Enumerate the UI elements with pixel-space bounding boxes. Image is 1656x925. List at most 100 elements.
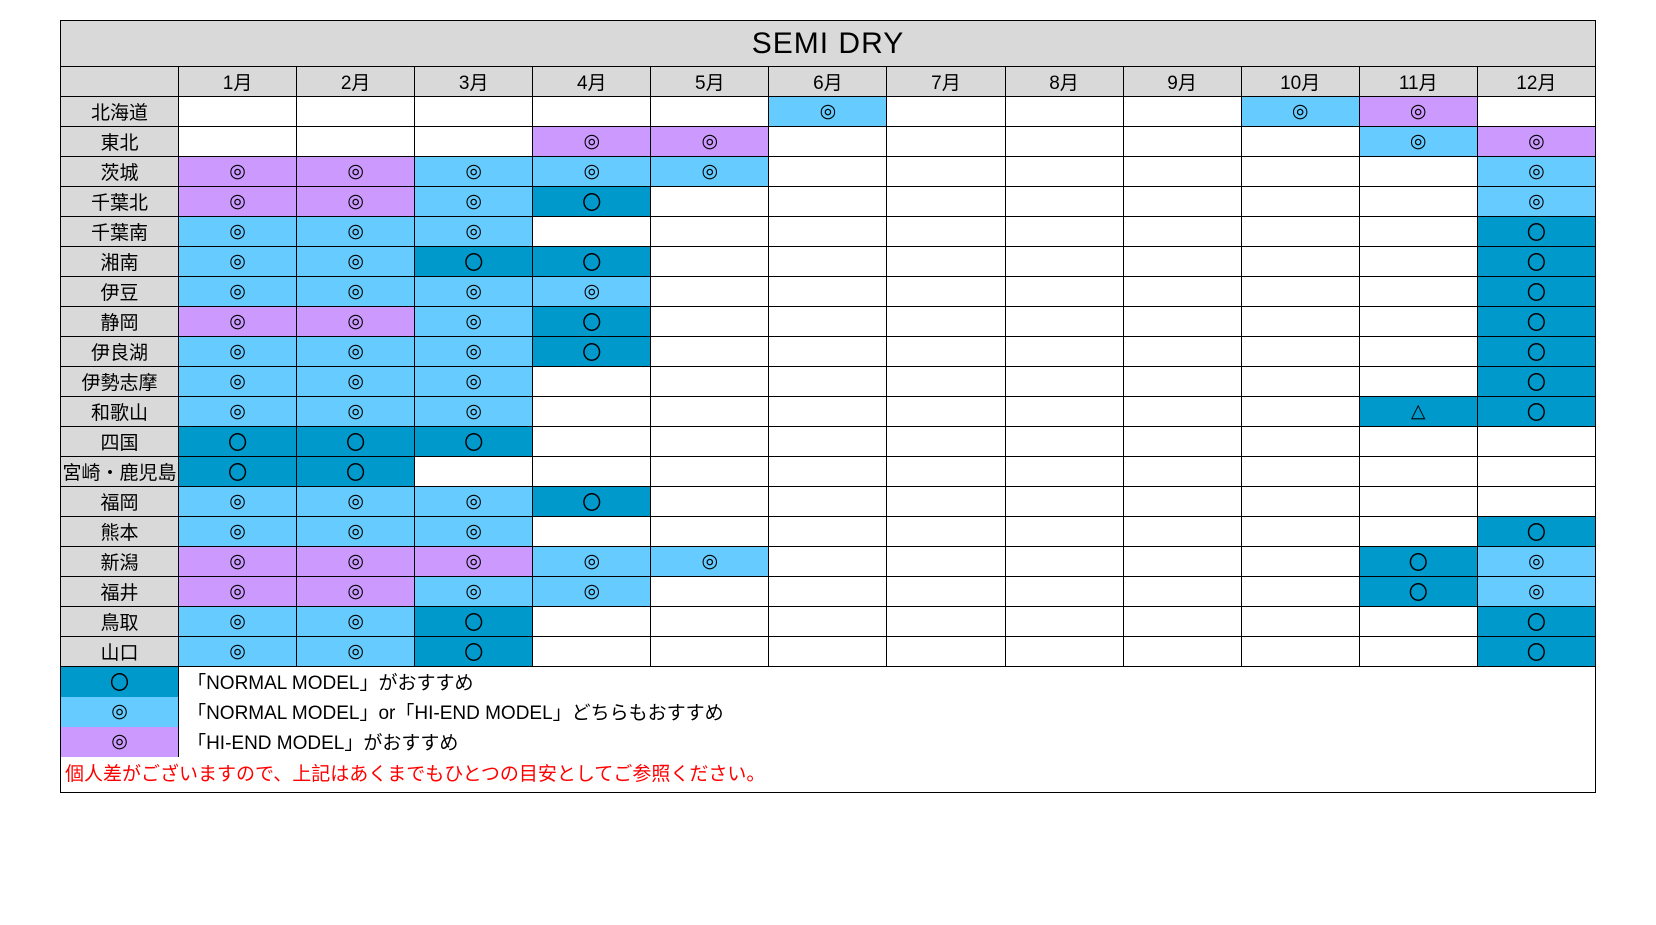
data-cell: ◎: [297, 247, 415, 277]
data-cell: [1359, 277, 1477, 307]
data-cell: ◎: [297, 277, 415, 307]
data-cell: 〇: [1477, 517, 1595, 547]
data-cell: [1241, 307, 1359, 337]
data-cell: [1241, 397, 1359, 427]
data-cell: [769, 367, 887, 397]
data-cell: 〇: [1359, 547, 1477, 577]
data-cell: [1123, 427, 1241, 457]
legend-swatch: 〇: [61, 667, 179, 697]
data-cell: [651, 637, 769, 667]
legend-row: 〇「NORMAL MODEL」がおすすめ: [61, 667, 1596, 697]
region-label: 新潟: [61, 547, 179, 577]
data-cell: [1359, 427, 1477, 457]
data-cell: ◎: [1477, 127, 1595, 157]
data-cell: 〇: [1477, 217, 1595, 247]
data-cell: ◎: [179, 517, 297, 547]
header-month: 3月: [415, 67, 533, 97]
data-cell: 〇: [1477, 397, 1595, 427]
data-cell: ◎: [179, 217, 297, 247]
data-cell: 〇: [415, 637, 533, 667]
data-cell: ◎: [297, 547, 415, 577]
data-cell: [1359, 217, 1477, 247]
data-cell: [769, 637, 887, 667]
data-cell: [769, 607, 887, 637]
data-cell: 〇: [415, 427, 533, 457]
data-cell: [1005, 157, 1123, 187]
header-month: 5月: [651, 67, 769, 97]
data-cell: ◎: [297, 367, 415, 397]
data-cell: [1241, 487, 1359, 517]
data-cell: ◎: [533, 547, 651, 577]
data-cell: ◎: [297, 397, 415, 427]
data-cell: [1123, 487, 1241, 517]
data-cell: ◎: [179, 187, 297, 217]
data-cell: [1241, 337, 1359, 367]
data-cell: [1005, 517, 1123, 547]
table-row: 和歌山◎◎◎△〇: [61, 397, 1596, 427]
data-cell: [1359, 607, 1477, 637]
data-cell: [651, 397, 769, 427]
data-cell: [1005, 487, 1123, 517]
data-cell: [1477, 427, 1595, 457]
data-cell: [1123, 577, 1241, 607]
data-cell: [769, 577, 887, 607]
data-cell: ◎: [1359, 127, 1477, 157]
data-cell: [887, 397, 1005, 427]
data-cell: [533, 637, 651, 667]
data-cell: [1005, 637, 1123, 667]
data-cell: [1123, 187, 1241, 217]
data-cell: [651, 277, 769, 307]
data-cell: [887, 277, 1005, 307]
data-cell: ◎: [297, 577, 415, 607]
data-cell: [651, 307, 769, 337]
data-cell: [297, 127, 415, 157]
data-cell: ◎: [297, 187, 415, 217]
data-cell: [1123, 157, 1241, 187]
legend-text: 「NORMAL MODEL」がおすすめ: [179, 667, 1596, 697]
data-cell: [297, 97, 415, 127]
table-row: 熊本◎◎◎〇: [61, 517, 1596, 547]
data-cell: [769, 397, 887, 427]
table-title: SEMI DRY: [61, 21, 1596, 67]
data-cell: [1241, 187, 1359, 217]
data-cell: ◎: [179, 397, 297, 427]
data-cell: [1359, 247, 1477, 277]
header-month: 7月: [887, 67, 1005, 97]
data-cell: [533, 517, 651, 547]
data-cell: [1359, 517, 1477, 547]
table-footer: 〇「NORMAL MODEL」がおすすめ◎「NORMAL MODEL」or「HI…: [61, 667, 1596, 793]
data-cell: 〇: [179, 427, 297, 457]
data-cell: [769, 247, 887, 277]
region-label: 福井: [61, 577, 179, 607]
data-cell: [1359, 307, 1477, 337]
table-row: 福岡◎◎◎〇: [61, 487, 1596, 517]
data-cell: ◎: [769, 97, 887, 127]
data-cell: ◎: [179, 337, 297, 367]
data-cell: [651, 217, 769, 247]
table-row: 静岡◎◎◎〇〇: [61, 307, 1596, 337]
table-row: 千葉南◎◎◎〇: [61, 217, 1596, 247]
data-cell: [651, 427, 769, 457]
data-cell: [769, 127, 887, 157]
data-cell: ◎: [1241, 97, 1359, 127]
data-cell: [651, 367, 769, 397]
data-cell: [887, 577, 1005, 607]
data-cell: ◎: [415, 577, 533, 607]
data-cell: [1005, 277, 1123, 307]
data-cell: [1005, 127, 1123, 157]
data-cell: [533, 427, 651, 457]
data-cell: [769, 457, 887, 487]
data-cell: [533, 397, 651, 427]
region-label: 北海道: [61, 97, 179, 127]
data-cell: [651, 607, 769, 637]
data-cell: ◎: [297, 217, 415, 247]
data-cell: [1241, 247, 1359, 277]
region-label: 福岡: [61, 487, 179, 517]
table-row: 新潟◎◎◎◎◎〇◎: [61, 547, 1596, 577]
data-cell: [1359, 187, 1477, 217]
data-cell: [1005, 367, 1123, 397]
legend-row: ◎「HI-END MODEL」がおすすめ: [61, 727, 1596, 757]
data-cell: ◎: [1359, 97, 1477, 127]
data-cell: [769, 427, 887, 457]
data-cell: [887, 637, 1005, 667]
